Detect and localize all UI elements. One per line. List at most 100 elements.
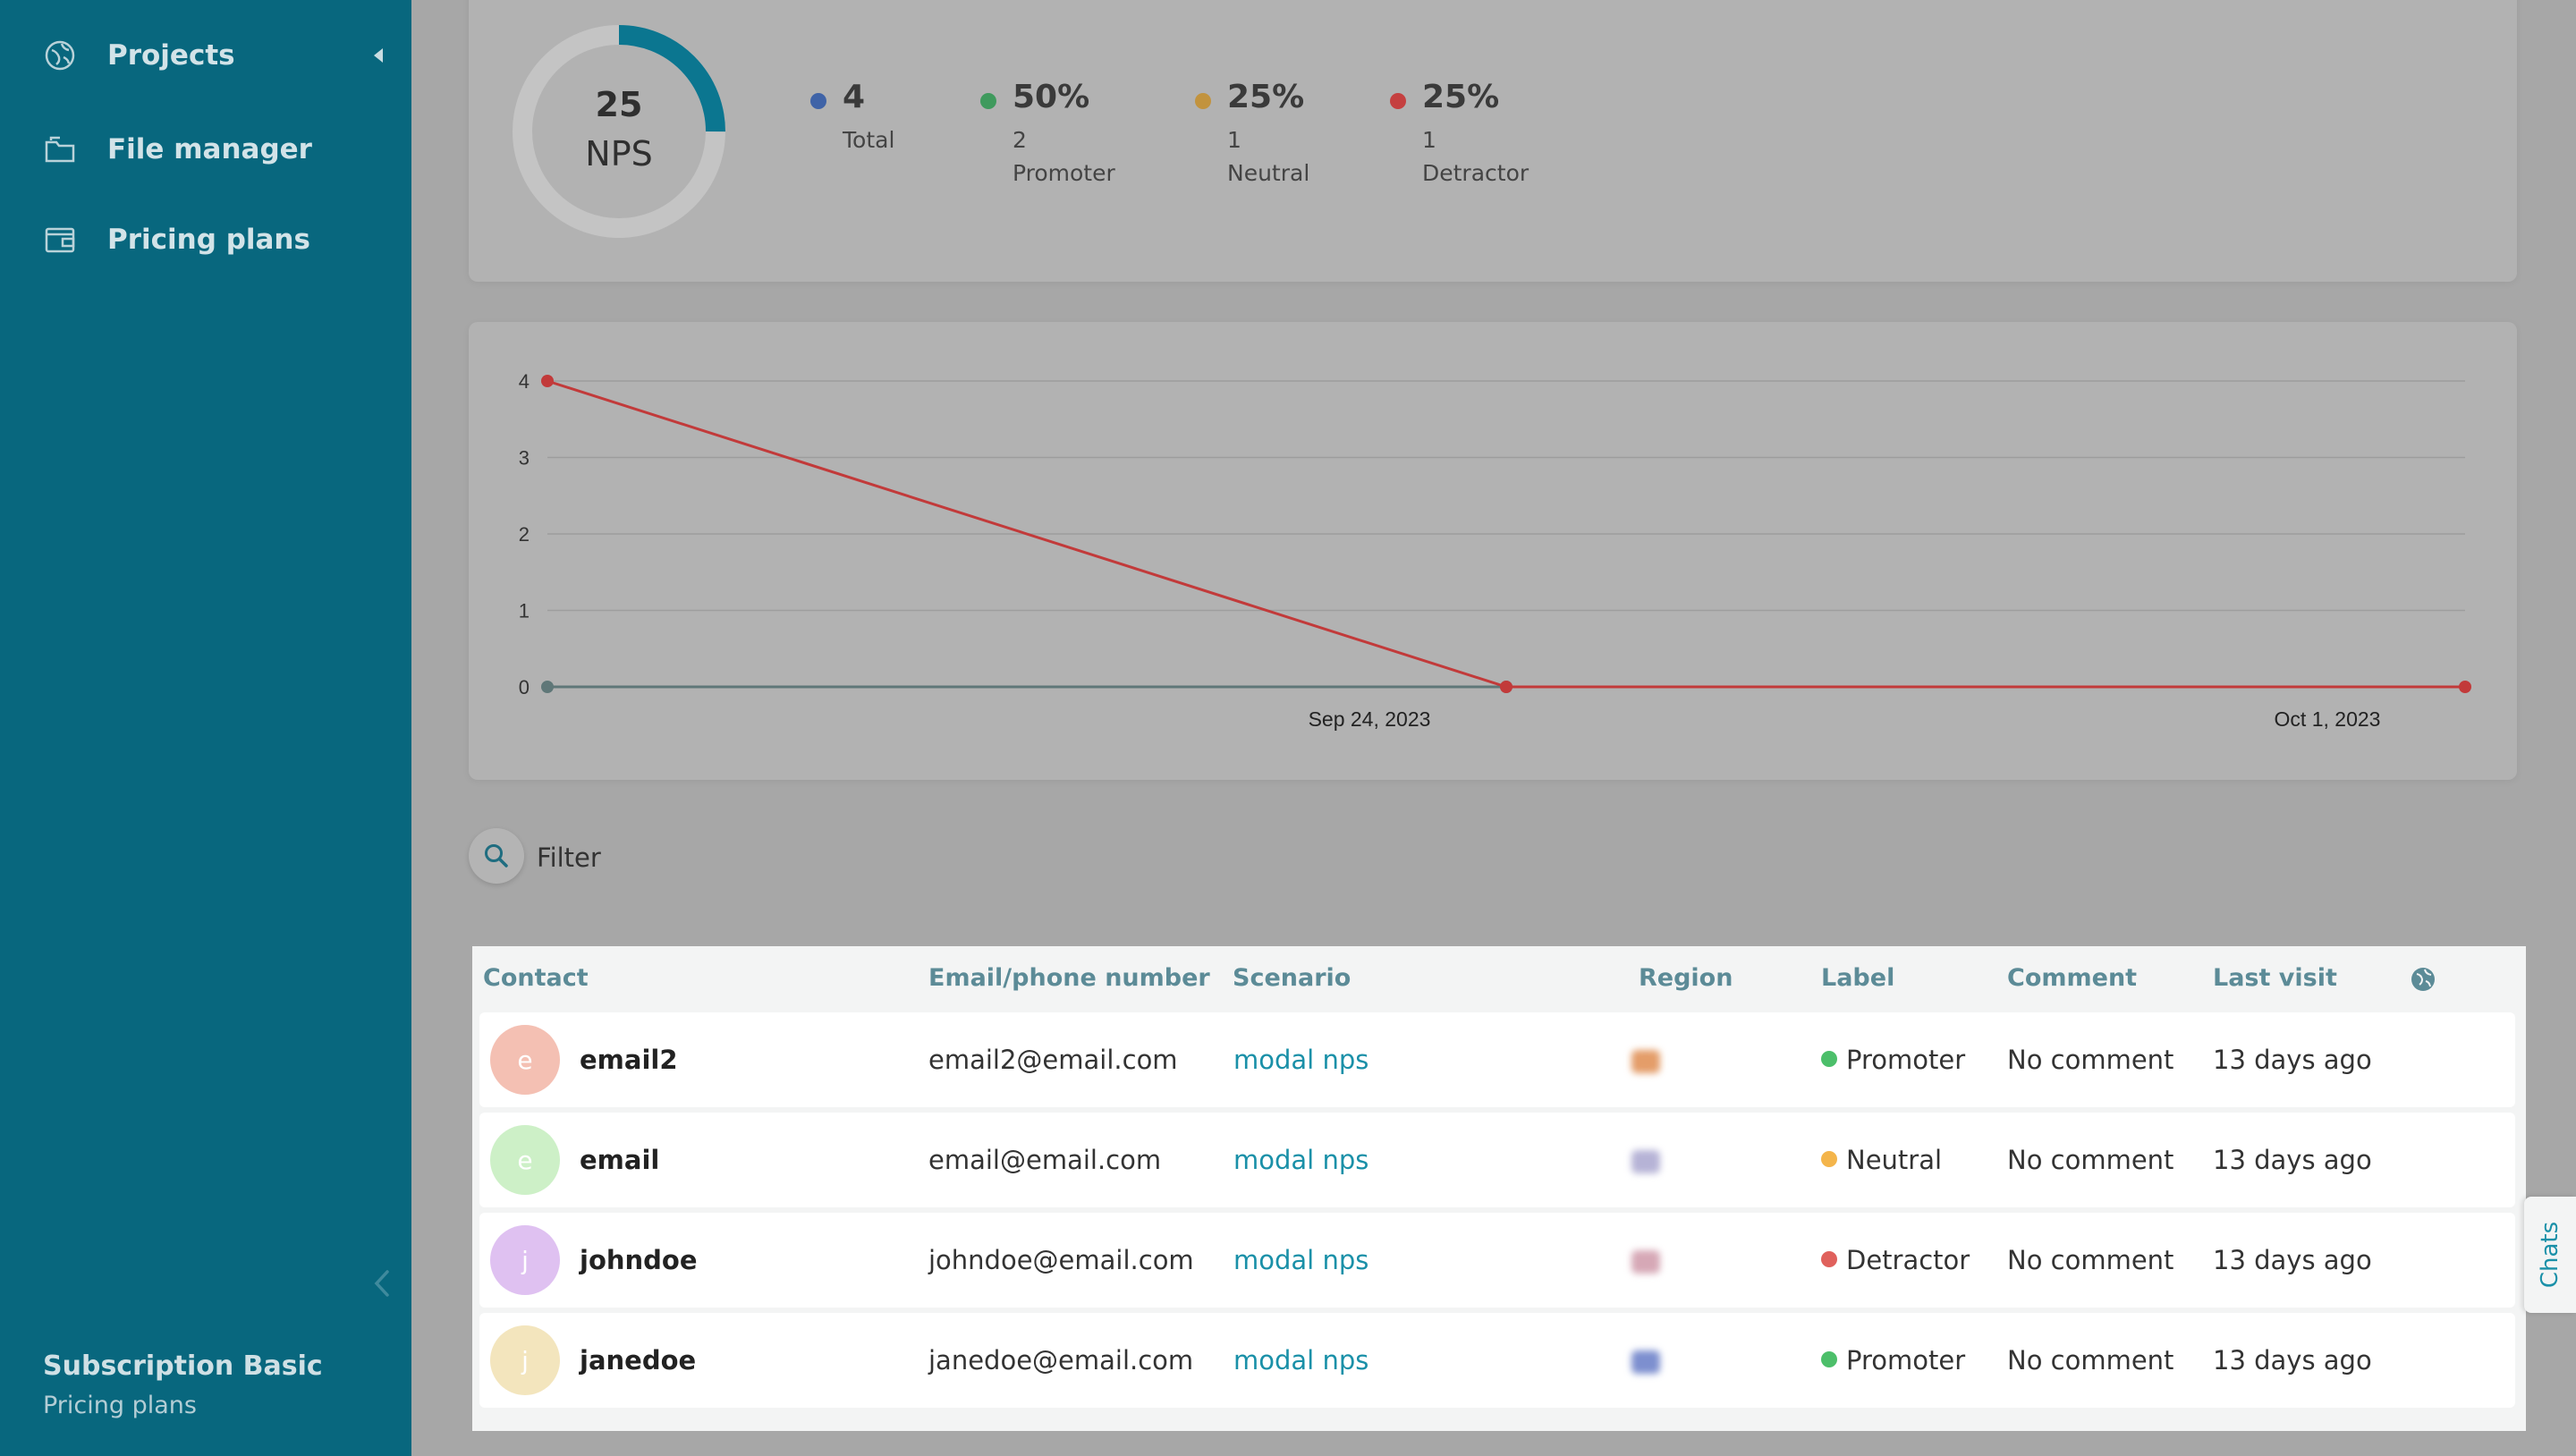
sidebar-item-label: Pricing plans — [107, 224, 310, 256]
status-dot — [1195, 93, 1211, 109]
label-badge: Promoter — [1821, 1345, 1965, 1376]
column-header[interactable]: Region — [1639, 964, 1733, 992]
data-point[interactable] — [1500, 681, 1513, 693]
y-tick-label: 3 — [519, 447, 530, 470]
region-flag-icon — [1631, 1050, 1660, 1073]
wallet-icon — [43, 223, 77, 257]
data-point[interactable] — [541, 375, 554, 387]
stat-count: 1 — [1422, 127, 1436, 153]
nps-summary-card — [469, 0, 2517, 282]
status-dot — [1821, 1351, 1837, 1367]
sidebar: Projects File manager Pricing plans Subs… — [0, 0, 411, 1456]
column-header[interactable]: Scenario — [1233, 964, 1352, 992]
stat-caption: Promoter — [1013, 160, 1115, 186]
label-badge: Detractor — [1821, 1245, 1970, 1275]
x-tick-label: Sep 24, 2023 — [1309, 707, 1431, 731]
stat-count: 1 — [1227, 127, 1241, 153]
last-visit: 13 days ago — [2213, 1345, 2372, 1376]
table-row[interactable]: e email email@email.com modal nps Neutra… — [479, 1113, 2515, 1207]
comment: No comment — [2007, 1245, 2174, 1275]
contact-name: email — [580, 1145, 660, 1175]
label-text: Neutral — [1846, 1145, 1943, 1175]
search-icon — [485, 844, 508, 868]
contact-email: johndoe@email.com — [928, 1245, 1194, 1275]
nps-donut — [513, 25, 725, 238]
column-header[interactable]: Last visit — [2213, 964, 2337, 992]
sidebar-item-file-manager[interactable]: File manager — [43, 123, 383, 176]
stat-value: 50% — [1013, 79, 1090, 115]
data-point[interactable] — [541, 681, 554, 693]
status-dot — [980, 93, 996, 109]
region-flag-icon — [1631, 1150, 1660, 1173]
subscription-title: Subscription Basic — [43, 1350, 323, 1382]
stat-caption: Neutral — [1227, 160, 1310, 186]
x-tick-label: Oct 1, 2023 — [2275, 707, 2381, 731]
avatar: e — [490, 1125, 560, 1195]
sidebar-item-label: File manager — [107, 133, 312, 165]
column-header[interactable]: Comment — [2007, 964, 2138, 992]
column-header[interactable]: Contact — [483, 964, 589, 992]
region-flag-icon — [1631, 1350, 1660, 1374]
filter-label[interactable]: Filter — [537, 842, 601, 873]
sidebar-item-pricing-plans[interactable]: Pricing plans — [43, 213, 383, 267]
scenario-link[interactable]: modal nps — [1233, 1045, 1369, 1075]
responses-table: Contact Email/phone number Scenario Regi… — [472, 946, 2526, 1431]
table-row[interactable]: j janedoe janedoe@email.com modal nps Pr… — [479, 1313, 2515, 1408]
label-badge: Promoter — [1821, 1045, 1965, 1075]
sidebar-item-label: Projects — [107, 39, 235, 72]
scenario-link[interactable]: modal nps — [1233, 1245, 1369, 1275]
status-dot — [1390, 93, 1406, 109]
stat-value: 25% — [1227, 79, 1305, 115]
status-dot — [810, 93, 826, 109]
comment: No comment — [2007, 1345, 2174, 1376]
avatar: e — [490, 1025, 560, 1095]
status-dot — [1821, 1151, 1837, 1167]
chats-tab[interactable]: Chats — [2524, 1197, 2576, 1313]
status-dot — [1821, 1251, 1837, 1267]
filter-button[interactable] — [469, 828, 524, 884]
column-header[interactable]: Label — [1821, 964, 1895, 992]
scenario-link[interactable]: modal nps — [1233, 1345, 1369, 1376]
stat-count: 2 — [1013, 127, 1027, 153]
avatar: j — [490, 1225, 560, 1295]
chevron-left-icon — [374, 1270, 389, 1297]
status-dot — [1821, 1051, 1837, 1067]
column-header[interactable]: Email/phone number — [928, 964, 1210, 992]
nps-label: NPS — [585, 134, 653, 174]
contact-name: email2 — [580, 1045, 678, 1075]
stat-caption: Total — [843, 127, 895, 153]
y-tick-label: 0 — [519, 676, 530, 698]
comment: No comment — [2007, 1045, 2174, 1075]
last-visit: 13 days ago — [2213, 1045, 2372, 1075]
table-row[interactable]: j johndoe johndoe@email.com modal nps De… — [479, 1213, 2515, 1308]
table-row[interactable]: e email2 email2@email.com modal nps Prom… — [479, 1012, 2515, 1107]
contact-email: email@email.com — [928, 1145, 1162, 1175]
y-tick-label: 1 — [519, 600, 530, 622]
stat-caption: Detractor — [1422, 160, 1530, 186]
y-tick-label: 2 — [519, 523, 530, 546]
stat-value: 4 — [843, 79, 866, 115]
chats-label: Chats — [2537, 1221, 2563, 1289]
label-text: Detractor — [1846, 1245, 1970, 1275]
contact-name: janedoe — [580, 1345, 697, 1376]
stat-value: 25% — [1422, 79, 1500, 115]
contact-email: janedoe@email.com — [928, 1345, 1194, 1376]
globe-icon[interactable] — [2410, 966, 2436, 993]
sidebar-item-projects[interactable]: Projects — [43, 29, 383, 82]
last-visit: 13 days ago — [2213, 1245, 2372, 1275]
contact-name: johndoe — [580, 1245, 698, 1275]
pricing-plans-link[interactable]: Pricing plans — [43, 1392, 197, 1419]
scenario-link[interactable]: modal nps — [1233, 1145, 1369, 1175]
nps-score: 25 — [595, 85, 643, 124]
label-text: Promoter — [1846, 1045, 1966, 1075]
label-badge: Neutral — [1821, 1145, 1942, 1175]
last-visit: 13 days ago — [2213, 1145, 2372, 1175]
caret-left-icon[interactable] — [374, 48, 383, 63]
avatar: j — [490, 1325, 560, 1395]
data-point[interactable] — [2459, 681, 2471, 693]
collapse-sidebar-button[interactable] — [367, 1266, 397, 1301]
contact-email: email2@email.com — [928, 1045, 1178, 1075]
label-text: Promoter — [1846, 1345, 1966, 1376]
folder-icon — [43, 132, 77, 166]
